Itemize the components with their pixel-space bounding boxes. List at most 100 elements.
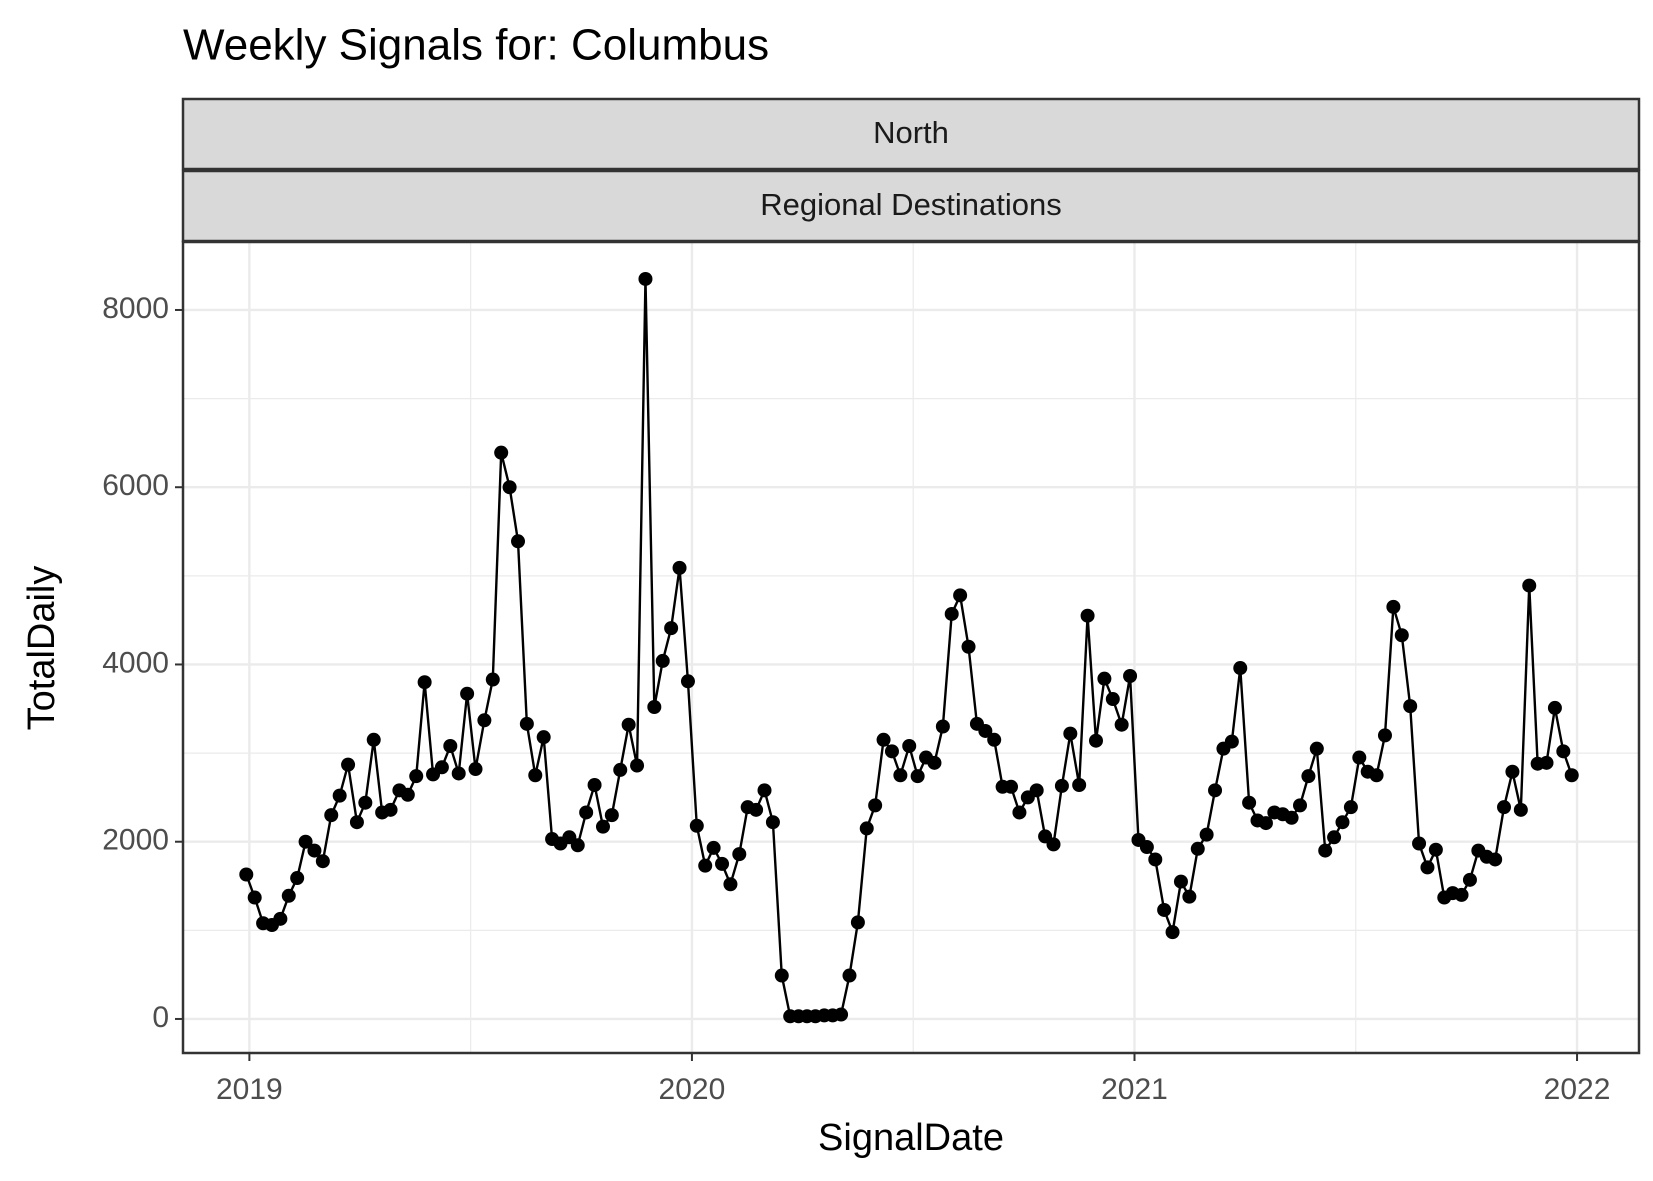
point	[1293, 798, 1308, 813]
point	[749, 802, 764, 817]
point	[1420, 860, 1435, 875]
point	[247, 890, 262, 905]
point	[1488, 852, 1503, 867]
point	[1148, 852, 1163, 867]
point	[893, 768, 908, 783]
point	[315, 854, 330, 869]
chart-title: Weekly Signals for: Columbus	[183, 21, 769, 70]
point	[595, 819, 610, 834]
point	[1352, 750, 1367, 765]
point	[502, 480, 517, 495]
point	[655, 653, 670, 668]
point	[715, 856, 730, 871]
point	[1284, 810, 1299, 825]
point	[927, 755, 942, 770]
point	[434, 760, 449, 775]
point	[765, 815, 780, 830]
point	[1046, 837, 1061, 852]
point	[1088, 733, 1103, 748]
point	[409, 769, 424, 784]
point	[324, 808, 339, 823]
point	[477, 713, 492, 728]
point	[451, 766, 466, 781]
point	[987, 732, 1002, 747]
point	[1343, 800, 1358, 815]
point	[1369, 768, 1384, 783]
point	[1556, 744, 1571, 759]
x-tick-label: 2021	[1101, 1073, 1168, 1106]
point	[859, 821, 874, 836]
point	[902, 739, 917, 754]
y-tick-label: 6000	[102, 469, 169, 502]
point	[1242, 795, 1257, 810]
point	[834, 1007, 849, 1022]
point	[1454, 887, 1469, 902]
x-axis-title: SignalDate	[818, 1117, 1004, 1159]
point	[341, 757, 356, 772]
point	[1564, 768, 1579, 783]
point	[281, 888, 296, 903]
point	[1233, 661, 1248, 676]
point	[647, 700, 662, 715]
point	[400, 787, 415, 802]
point	[850, 915, 865, 930]
point	[1386, 599, 1401, 614]
point	[1377, 728, 1392, 743]
point	[1199, 827, 1214, 842]
point	[1004, 779, 1019, 794]
point	[842, 968, 857, 983]
point	[1029, 783, 1044, 798]
point	[1428, 842, 1443, 857]
point	[1080, 608, 1095, 623]
point	[1301, 769, 1316, 784]
point	[579, 805, 594, 820]
point	[1190, 841, 1205, 856]
point	[1054, 778, 1069, 793]
y-axis-title: TotalDaily	[21, 566, 63, 731]
point	[698, 858, 713, 873]
point	[1139, 840, 1154, 855]
plot-area: 0 2000 4000 6000 8000 2019 2020 2021 2022	[102, 240, 1641, 1106]
point	[366, 732, 381, 747]
point	[732, 847, 747, 862]
point	[978, 723, 993, 738]
point	[460, 686, 475, 701]
point	[774, 968, 789, 983]
point	[613, 762, 628, 777]
point	[1412, 836, 1427, 851]
point	[689, 818, 704, 833]
point	[383, 802, 398, 817]
point	[1097, 671, 1112, 686]
point	[485, 672, 500, 687]
point	[528, 768, 543, 783]
point	[239, 867, 254, 882]
point	[1114, 717, 1129, 732]
point	[1165, 925, 1180, 940]
point	[680, 674, 695, 689]
point	[664, 621, 679, 636]
point	[944, 606, 959, 621]
point	[630, 758, 645, 773]
point	[1462, 872, 1477, 887]
x-tick-label: 2022	[1544, 1073, 1611, 1106]
point	[536, 730, 551, 745]
point	[961, 639, 976, 654]
point	[1258, 816, 1273, 831]
point	[723, 877, 738, 892]
point	[1208, 783, 1223, 798]
point	[1522, 578, 1537, 593]
point	[1497, 800, 1512, 815]
point	[868, 798, 883, 813]
point	[638, 271, 653, 286]
strip-label: Regional Destinations	[760, 187, 1062, 222]
point	[511, 534, 526, 549]
point	[604, 808, 619, 823]
point	[332, 788, 347, 803]
point	[443, 739, 458, 754]
point	[494, 445, 509, 460]
point	[273, 911, 288, 926]
point	[290, 871, 305, 886]
strip	[181, 97, 1641, 171]
point	[621, 717, 636, 732]
